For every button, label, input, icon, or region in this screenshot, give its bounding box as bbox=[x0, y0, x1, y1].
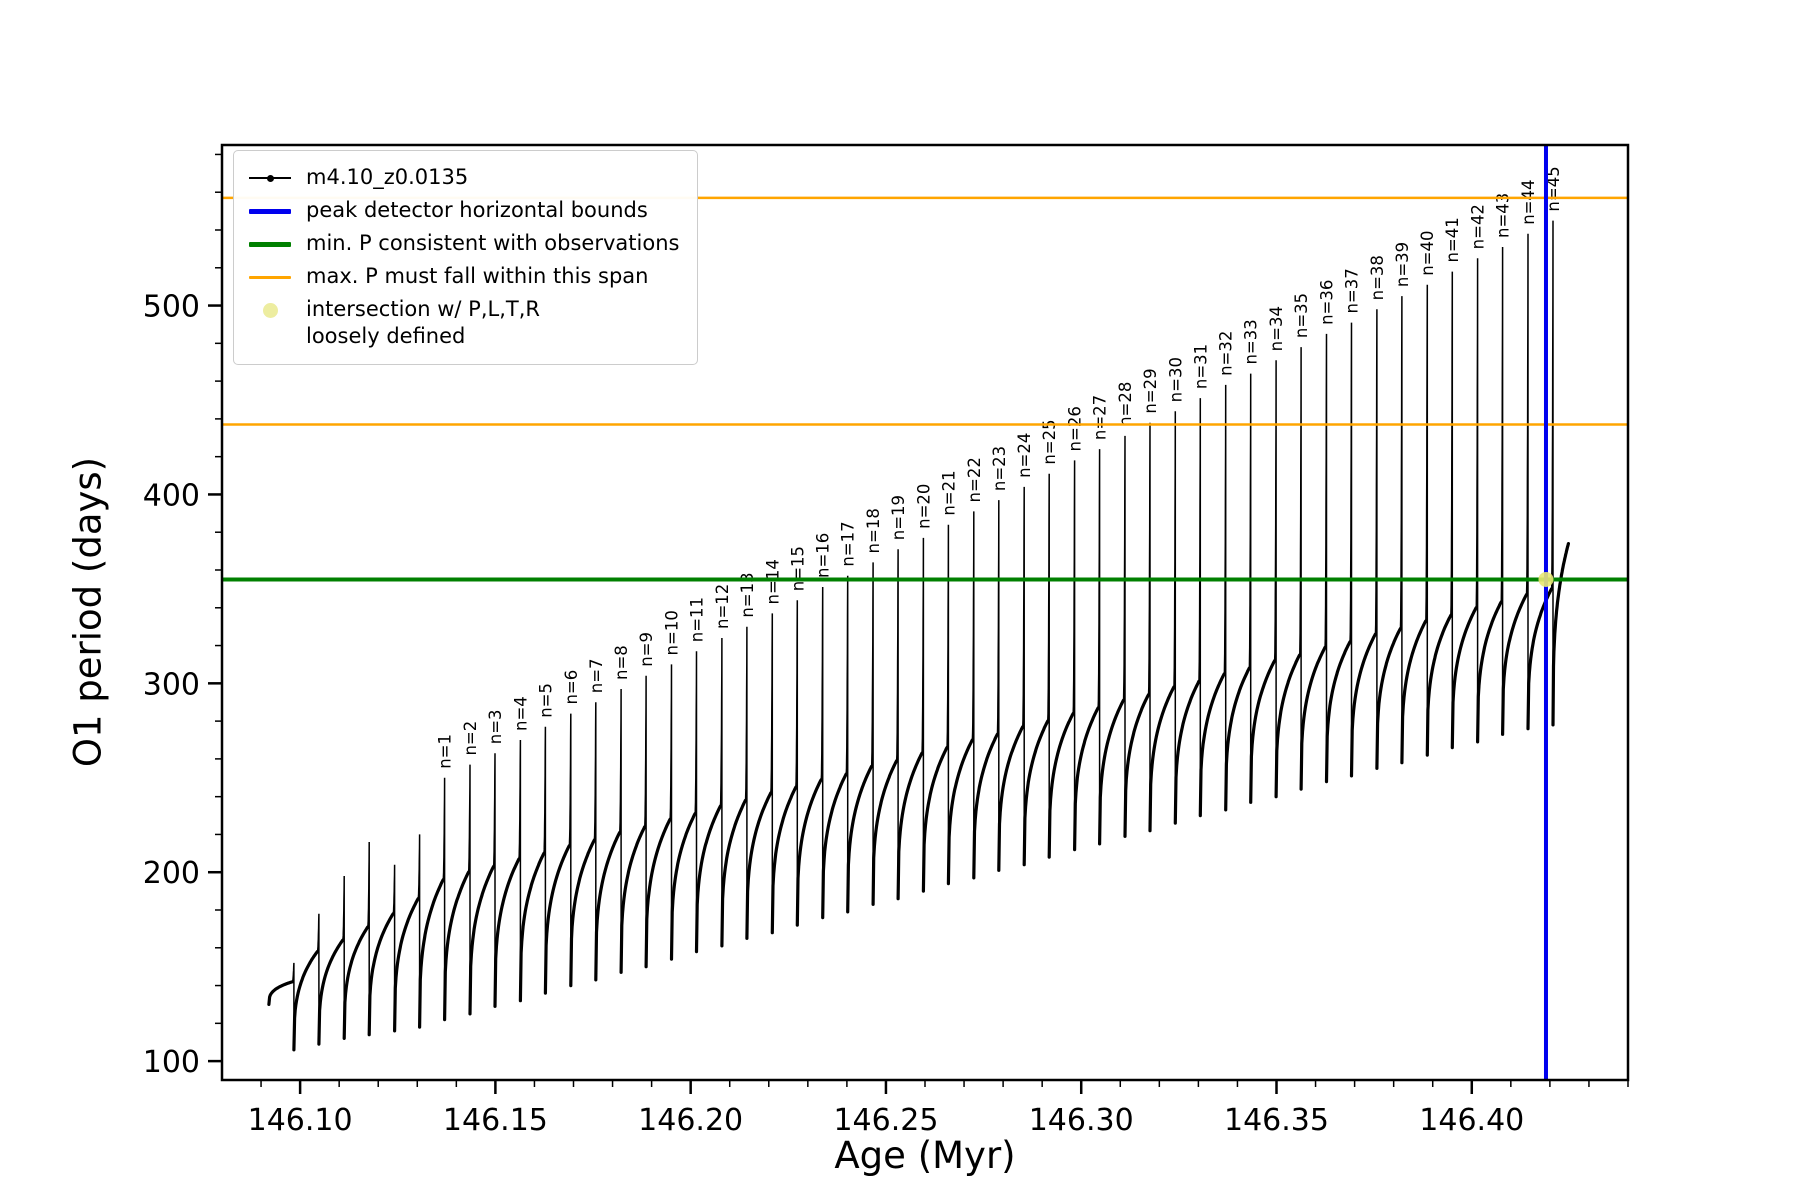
y-tick-label: 400 bbox=[143, 478, 200, 513]
legend-label: max. P must fall within this span bbox=[306, 264, 649, 288]
peak-label: n=34 bbox=[1267, 306, 1286, 351]
dot-swatch bbox=[262, 302, 278, 318]
x-tick-label: 146.30 bbox=[1029, 1103, 1134, 1138]
peak-label: n=1 bbox=[436, 734, 455, 769]
peak-label: n=36 bbox=[1317, 280, 1336, 325]
legend-item-1: peak detector horizontal bounds bbox=[246, 197, 679, 225]
line-dot-swatch bbox=[249, 174, 291, 182]
x-tick-label: 146.10 bbox=[248, 1103, 353, 1138]
peak-label: n=33 bbox=[1242, 319, 1261, 364]
peak-label: n=3 bbox=[486, 709, 505, 744]
peak-label: n=35 bbox=[1292, 293, 1311, 338]
legend-swatch bbox=[246, 197, 294, 225]
legend-item-3: max. P must fall within this span bbox=[246, 263, 679, 291]
legend-label: m4.10_z0.0135 bbox=[306, 165, 469, 189]
peak-label: n=7 bbox=[587, 658, 606, 693]
peak-label: n=28 bbox=[1116, 382, 1135, 427]
peak-label: n=45 bbox=[1544, 166, 1563, 211]
peak-label: n=37 bbox=[1342, 268, 1361, 313]
peak-label: n=29 bbox=[1141, 368, 1160, 413]
legend-swatch bbox=[246, 230, 294, 258]
peak-label: n=41 bbox=[1443, 217, 1462, 262]
line-swatch bbox=[249, 275, 291, 279]
peak-label: n=12 bbox=[713, 584, 732, 629]
series-arc-path bbox=[267, 542, 1570, 1052]
peak-label: n=8 bbox=[612, 645, 631, 680]
peak-label: n=11 bbox=[688, 597, 707, 642]
y-axis-label: O1 period (days) bbox=[66, 456, 110, 768]
x-tick-label: 146.15 bbox=[443, 1103, 548, 1138]
peak-label: n=16 bbox=[814, 533, 833, 578]
peak-label: n=26 bbox=[1066, 406, 1085, 451]
peak-label: n=31 bbox=[1191, 344, 1210, 389]
peak-label: n=13 bbox=[738, 572, 757, 617]
peak-label: n=2 bbox=[461, 721, 480, 756]
x-tick-label: 146.25 bbox=[833, 1103, 938, 1138]
peak-label: n=14 bbox=[763, 559, 782, 604]
legend-label: peak detector horizontal bounds bbox=[306, 198, 648, 222]
peak-label: n=40 bbox=[1418, 230, 1437, 275]
peak-label: n=25 bbox=[1040, 419, 1059, 464]
peak-label: n=18 bbox=[864, 508, 883, 553]
legend-label: min. P consistent with observations bbox=[306, 231, 680, 255]
peak-label: n=9 bbox=[637, 632, 656, 667]
peak-label: n=17 bbox=[839, 521, 858, 566]
y-tick-label: 500 bbox=[143, 290, 200, 325]
y-tick-label: 100 bbox=[143, 1045, 200, 1080]
peak-label: n=27 bbox=[1091, 395, 1110, 440]
x-axis-label: Age (Myr) bbox=[834, 1134, 1016, 1177]
line-swatch bbox=[249, 241, 291, 247]
legend-swatch bbox=[246, 164, 294, 192]
peak-label: n=4 bbox=[511, 696, 530, 731]
peak-label: n=24 bbox=[1015, 433, 1034, 478]
y-tick-label: 300 bbox=[143, 667, 200, 702]
peak-label: n=23 bbox=[990, 446, 1009, 491]
y-tick-label: 200 bbox=[143, 856, 200, 891]
legend-item-4: intersection w/ P,L,T,R loosely defined bbox=[246, 296, 679, 351]
peak-label: n=38 bbox=[1368, 255, 1387, 300]
legend-item-2: min. P consistent with observations bbox=[246, 230, 679, 258]
peak-label: n=21 bbox=[939, 470, 958, 515]
peak-label: n=15 bbox=[788, 546, 807, 591]
peak-label: n=39 bbox=[1393, 242, 1412, 287]
intersection-dot bbox=[1538, 571, 1554, 587]
peak-label: n=10 bbox=[663, 610, 682, 655]
legend-swatch bbox=[246, 296, 294, 324]
peak-label: n=44 bbox=[1519, 179, 1538, 224]
peak-label: n=20 bbox=[914, 484, 933, 529]
x-tick-label: 146.20 bbox=[638, 1103, 743, 1138]
legend-item-0: m4.10_z0.0135 bbox=[246, 164, 679, 192]
peak-label: n=19 bbox=[889, 495, 908, 540]
peak-label: n=42 bbox=[1469, 204, 1488, 249]
peak-label: n=6 bbox=[562, 670, 581, 705]
x-tick-label: 146.40 bbox=[1419, 1103, 1524, 1138]
peak-label: n=30 bbox=[1166, 357, 1185, 402]
peak-label: n=32 bbox=[1217, 331, 1236, 376]
legend-label: intersection w/ P,L,T,R loosely defined bbox=[306, 297, 540, 349]
peak-label: n=22 bbox=[965, 457, 984, 502]
x-tick-label: 146.35 bbox=[1224, 1103, 1329, 1138]
peak-label: n=43 bbox=[1494, 193, 1513, 238]
line-swatch bbox=[249, 208, 291, 214]
peak-label: n=5 bbox=[536, 683, 555, 718]
legend-swatch bbox=[246, 263, 294, 291]
